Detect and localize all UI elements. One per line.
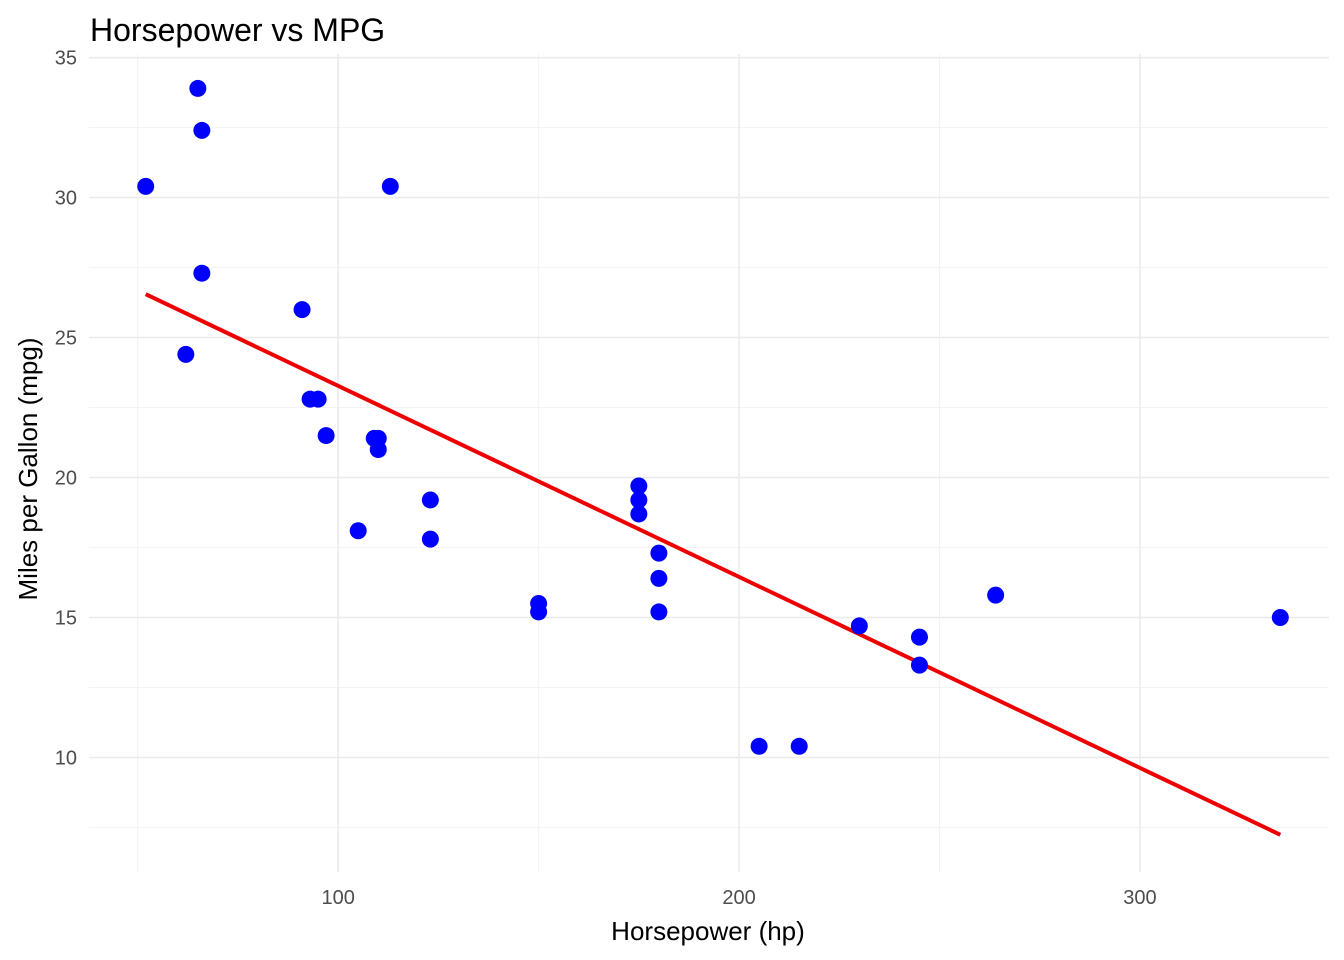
x-axis-tick-labels: 100 200 300 [321,887,1156,909]
data-point [630,477,648,495]
data-point [530,603,548,621]
y-tick-label: 15 [55,608,77,630]
data-point [650,544,668,562]
data-point [1271,609,1289,627]
data-point [293,301,311,319]
chart-title: Horsepower vs MPG [90,12,385,48]
y-tick-label: 25 [55,328,77,350]
x-tick-label: 100 [321,887,354,909]
major-gridlines [89,54,1329,872]
y-tick-label: 35 [55,48,77,70]
trend-line-layer [144,292,1282,837]
data-point [421,530,439,548]
data-point [750,737,768,755]
data-point [381,177,399,195]
data-point [650,569,668,587]
data-point [987,586,1005,604]
data-points [137,79,1289,755]
data-point [349,522,367,540]
data-point [309,390,327,408]
data-point [137,177,155,195]
x-axis-title: Horsepower (hp) [611,916,805,946]
y-axis-tick-labels: 10 15 20 25 30 35 [55,48,77,770]
data-point [630,491,648,509]
minor-gridlines [89,54,1329,872]
data-point [193,264,211,282]
data-point [369,441,387,459]
y-tick-label: 30 [55,188,77,210]
data-point [910,656,928,674]
data-point [189,79,207,97]
data-point [630,505,648,523]
data-point [850,617,868,635]
y-axis-title: Miles per Gallon (mpg) [13,338,43,601]
data-point [910,628,928,646]
trend-line [144,292,1282,837]
y-tick-label: 20 [55,468,77,490]
data-point [177,345,195,363]
data-point [317,427,335,445]
data-point [421,491,439,509]
data-point [650,603,668,621]
data-point [790,737,808,755]
data-point [193,121,211,139]
x-tick-label: 300 [1123,887,1156,909]
y-tick-label: 10 [55,748,77,770]
x-tick-label: 200 [722,887,755,909]
